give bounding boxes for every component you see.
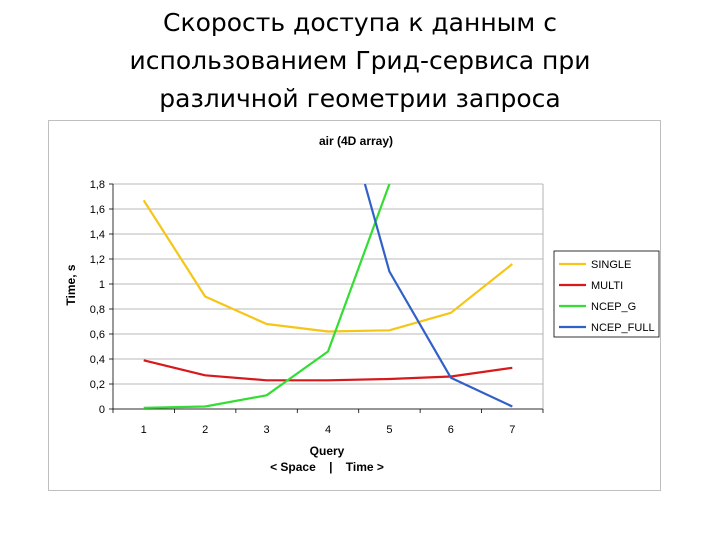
chart-title: air (4D array) xyxy=(319,134,393,148)
y-axis-title: Time, s xyxy=(64,264,78,305)
legend-label: MULTI xyxy=(591,280,623,292)
x-axis-title: Query xyxy=(310,444,345,458)
y-tick-label: 0,6 xyxy=(90,329,105,341)
legend-label: SINGLE xyxy=(591,259,631,271)
y-tick-label: 0,4 xyxy=(90,354,105,366)
legend-label: NCEP_FULL xyxy=(591,322,655,334)
series-line-ncep-g xyxy=(143,183,391,409)
x-tick-label: 6 xyxy=(448,424,454,436)
x-tick-label: 3 xyxy=(264,424,270,436)
x-tick-label: 4 xyxy=(325,424,331,436)
y-tick-label: 1,4 xyxy=(90,229,105,241)
line-chart: air (4D array) 0 0,2 0,4 0,6 0,8 1 1,2 1,4 1,6 1,… xyxy=(64,134,660,474)
y-tick-label: 0 xyxy=(99,404,105,416)
x-tick-label: 2 xyxy=(202,424,208,436)
x-tick-label: 5 xyxy=(386,424,392,436)
legend: SINGLE MULTI NCEP_G NCEP_FULL xyxy=(553,250,660,338)
slide-title-line-2: использованием Грид-сервиса при xyxy=(129,46,591,75)
y-tick-label: 1,8 xyxy=(90,179,105,191)
series-line-ncep-full xyxy=(363,183,513,408)
y-tick-label: 1,2 xyxy=(90,254,105,266)
x-tick-label: 1 xyxy=(141,424,147,436)
legend-label: NCEP_G xyxy=(591,301,636,313)
y-tick-label: 1,6 xyxy=(90,204,105,216)
series-line-single xyxy=(142,199,513,333)
y-tick-label: 1 xyxy=(99,279,105,291)
slide-title-line-3: различной геометрии запроса xyxy=(159,84,561,113)
slide-title: Скорость доступа к данным с использовани… xyxy=(0,4,720,118)
grid-layer xyxy=(113,183,543,410)
x-tick-label: 7 xyxy=(509,424,515,436)
series-layer xyxy=(142,183,513,409)
y-tick-label: 0,2 xyxy=(90,379,105,391)
chart-frame: air (4D array) 0 0,2 0,4 0,6 0,8 1 1,2 1,4 1,6 1,… xyxy=(48,120,661,491)
series-line-multi xyxy=(143,359,513,382)
legend-box xyxy=(553,250,660,338)
x-axis-subtitle: < Space | Time > xyxy=(270,460,384,474)
y-tick-label: 0,8 xyxy=(90,304,105,316)
slide-title-line-1: Скорость доступа к данным с xyxy=(163,8,557,37)
axis-layer: 0 0,2 0,4 0,6 0,8 1 1,2 1,4 1,6 1,8 1 2 3 4 5 6 7 xyxy=(90,179,544,436)
